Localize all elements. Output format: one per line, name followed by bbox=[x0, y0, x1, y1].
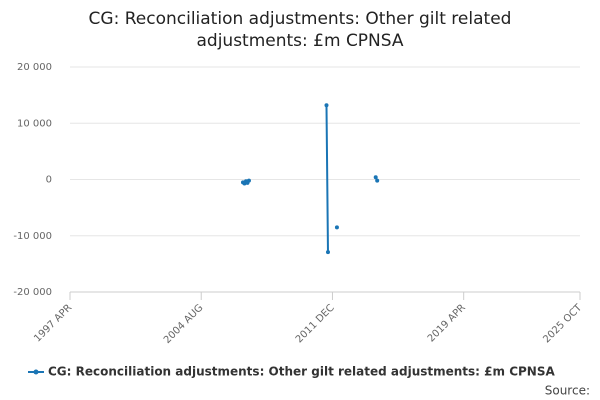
point bbox=[373, 175, 378, 180]
y-tick-label: 0 bbox=[46, 175, 52, 186]
source: Source: bbox=[545, 384, 590, 398]
x-tick-label: 2004 AUG bbox=[162, 302, 206, 346]
point bbox=[334, 225, 339, 230]
point bbox=[246, 178, 251, 183]
y-tick-label: 10 000 bbox=[17, 118, 52, 129]
legend-marker bbox=[33, 369, 39, 375]
point bbox=[325, 250, 330, 255]
y-tick-label: 20 000 bbox=[17, 62, 52, 73]
y-tick-label: -10 000 bbox=[13, 231, 52, 242]
x-tick-label: 2019 APR bbox=[426, 302, 468, 344]
chart-title: CG: Reconciliation adjustments: Other gi… bbox=[88, 9, 512, 51]
y-tick-label: -20 000 bbox=[13, 287, 52, 298]
legend-label: CG: Reconciliation adjustments: Other gi… bbox=[48, 365, 555, 379]
series-line bbox=[242, 105, 379, 253]
point bbox=[324, 103, 329, 108]
x-tick-label: 1997 APR bbox=[32, 302, 74, 344]
x-tick-label: 2011 DEC bbox=[294, 302, 337, 345]
x-tick-label: 2025 OCT bbox=[541, 302, 584, 345]
point bbox=[375, 178, 380, 183]
